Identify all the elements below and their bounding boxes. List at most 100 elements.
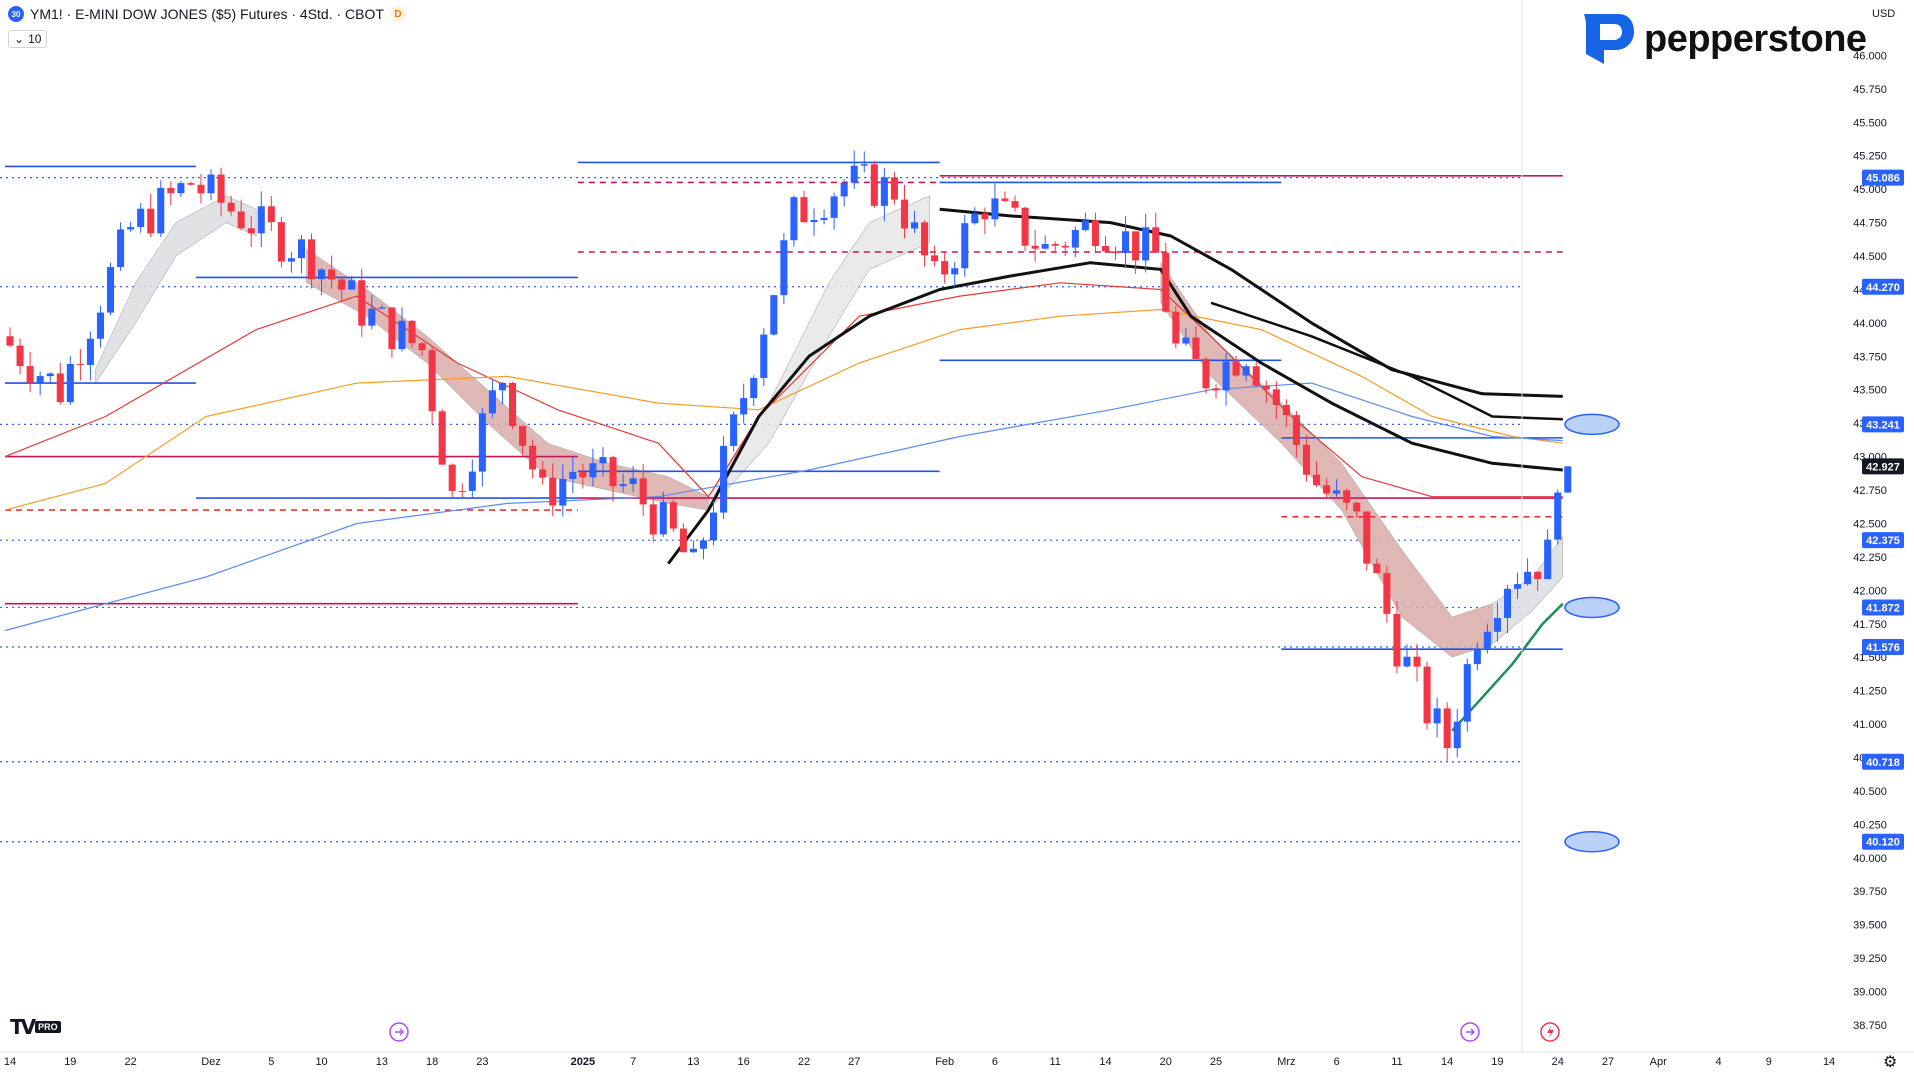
- candle: [629, 478, 637, 485]
- candle: [328, 269, 336, 280]
- candle: [1172, 311, 1180, 344]
- brand-name: pepperstone: [1644, 17, 1867, 60]
- tradingview-logo[interactable]: TV PRO: [10, 1015, 61, 1039]
- candle: [388, 307, 396, 350]
- candle: [338, 279, 346, 290]
- candle: [247, 228, 255, 234]
- pepperstone-logo-icon: [1584, 14, 1634, 64]
- x-tick-label: 14: [1441, 1056, 1453, 1068]
- candle: [478, 413, 486, 472]
- chart-title[interactable]: YM1! · E-MINI DOW JONES ($5) Futures · 4…: [30, 6, 384, 22]
- gear-icon[interactable]: ⚙: [1883, 1054, 1898, 1071]
- candle: [619, 484, 627, 487]
- candle: [649, 504, 657, 535]
- candle: [157, 187, 165, 234]
- currency-label[interactable]: USD: [1872, 8, 1896, 20]
- candle: [669, 502, 677, 529]
- price-ellipse[interactable]: [1564, 596, 1620, 619]
- candle: [1021, 207, 1029, 246]
- indicator-line: [667, 261, 1563, 565]
- candle: [1493, 618, 1501, 632]
- candle: [1483, 631, 1491, 650]
- y-tick-label: 43.500: [1853, 385, 1887, 397]
- indicator-line: [1210, 301, 1563, 421]
- candle: [1313, 474, 1321, 486]
- candle: [961, 223, 969, 269]
- candle: [1363, 511, 1371, 564]
- candle: [287, 258, 295, 262]
- x-tick-label: 23: [476, 1056, 488, 1068]
- indicator-toggle[interactable]: ⌄ 10: [8, 30, 48, 48]
- y-tick-label: 44.500: [1853, 251, 1887, 263]
- x-tick-label: 6: [992, 1056, 998, 1068]
- candle: [1202, 358, 1210, 389]
- candle: [16, 345, 24, 367]
- candle: [167, 187, 175, 194]
- candle: [1222, 361, 1230, 391]
- price-label-box: [1862, 599, 1904, 616]
- candle: [1011, 201, 1019, 208]
- y-tick-label: 39.250: [1853, 953, 1887, 965]
- candle: [137, 208, 145, 228]
- indicator-line: [939, 207, 1563, 398]
- tv-mark: TV: [10, 1015, 36, 1039]
- candle: [589, 463, 597, 478]
- candle: [66, 363, 74, 403]
- x-tick-label: 19: [64, 1056, 76, 1068]
- candle: [1534, 571, 1542, 580]
- x-tick-label: 14: [1823, 1056, 1835, 1068]
- candle: [1051, 243, 1059, 246]
- y-tick-label: 44.750: [1853, 218, 1887, 230]
- price-label: 41.872: [1866, 602, 1900, 614]
- candle: [1403, 656, 1411, 667]
- candle: [257, 206, 265, 234]
- candle: [46, 373, 54, 377]
- tv-pro-badge: PRO: [35, 1021, 61, 1033]
- price-label-box: [1862, 639, 1904, 656]
- candle: [659, 502, 667, 535]
- price-ellipse[interactable]: [1564, 830, 1620, 853]
- candle: [911, 222, 919, 229]
- ma-ribbon: [1160, 261, 1493, 658]
- x-tick-label: 2025: [571, 1056, 595, 1068]
- price-label-box: [1862, 278, 1904, 295]
- y-tick-label: 42.000: [1853, 585, 1887, 597]
- candle: [398, 320, 406, 350]
- candle: [1373, 563, 1381, 574]
- candle: [147, 208, 155, 234]
- arrow-icon: [395, 1028, 404, 1036]
- candle: [1564, 466, 1572, 493]
- candle: [107, 267, 115, 313]
- x-tick-label: Mrz: [1277, 1056, 1295, 1068]
- candle: [1343, 490, 1351, 503]
- candle: [468, 471, 476, 491]
- candle: [880, 177, 888, 206]
- d-badge[interactable]: D: [389, 6, 406, 22]
- y-tick-label: 41.750: [1853, 619, 1887, 631]
- price-label: 43.241: [1866, 419, 1900, 431]
- candle: [1292, 415, 1300, 445]
- candle: [348, 280, 356, 290]
- candle: [941, 261, 949, 275]
- candle: [1353, 502, 1361, 512]
- x-tick-label: 22: [798, 1056, 810, 1068]
- candle: [1383, 573, 1391, 614]
- candle: [448, 464, 456, 491]
- chart-header: 30 YM1! · E-MINI DOW JONES ($5) Futures …: [8, 6, 406, 22]
- price-ellipse[interactable]: [1564, 413, 1620, 436]
- y-tick-label: 45.250: [1853, 151, 1887, 163]
- y-tick-label: 39.750: [1853, 886, 1887, 898]
- candle: [760, 334, 768, 378]
- x-tick-label: 27: [848, 1056, 860, 1068]
- candle: [1544, 539, 1552, 580]
- candle: [297, 239, 305, 259]
- y-tick-label: 42.750: [1853, 485, 1887, 497]
- candle: [277, 222, 285, 262]
- candle: [227, 202, 235, 212]
- y-tick-label: 41.250: [1853, 686, 1887, 698]
- candle: [408, 320, 416, 344]
- candle: [1091, 220, 1099, 246]
- price-label: 40.718: [1866, 757, 1900, 769]
- candle: [931, 255, 939, 262]
